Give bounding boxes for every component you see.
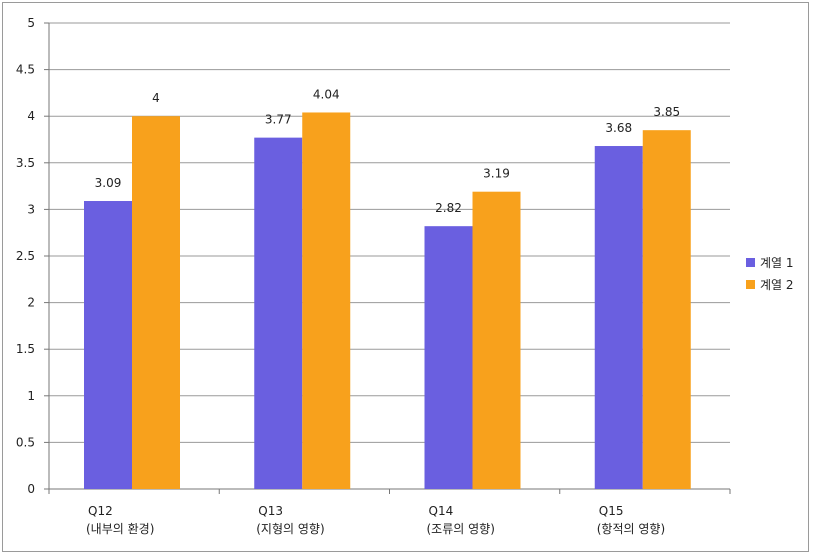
y-tick-label: 4 [27, 109, 35, 123]
bar-1-q13 [254, 137, 303, 490]
category-sublabel: (항적의 영향) [597, 522, 665, 536]
y-tick-label: 2 [27, 296, 35, 310]
data-label: 3.68 [605, 121, 632, 135]
data-label: 3.19 [483, 167, 510, 181]
bar-1-q14 [424, 226, 473, 489]
legend-swatch [746, 280, 755, 289]
y-tick-label: 3.5 [16, 156, 35, 170]
y-tick-label: 2.5 [16, 249, 35, 263]
y-tick-label: 0.5 [16, 435, 35, 449]
y-tick-label: 5 [27, 16, 35, 30]
legend: 계열 1 계열 2 [746, 256, 794, 292]
y-tick-label: 1.5 [16, 342, 35, 356]
category-label: Q12 [88, 504, 113, 518]
y-tick-label: 0 [27, 482, 35, 496]
y-tick-label: 3 [27, 202, 35, 216]
data-label: 4 [152, 91, 160, 105]
bar-1-q12 [84, 201, 132, 489]
data-label: 3.09 [95, 176, 122, 190]
bar-2-q13 [302, 112, 351, 490]
category-label: Q14 [429, 504, 454, 518]
data-labels: 3.09 4 3.77 4.04 2.82 3.19 3.68 3.85 [95, 87, 680, 215]
category-label: Q13 [258, 504, 283, 518]
bar-2-q14 [472, 191, 521, 489]
y-tick-label: 1 [27, 389, 35, 403]
legend-label: 계열 1 [760, 256, 794, 270]
y-tick-label: 4.5 [16, 63, 35, 77]
category-sublabel: (지형의 영향) [256, 522, 324, 536]
category-sublabel: (내부의 환경) [86, 522, 154, 536]
data-label: 3.77 [265, 113, 292, 127]
legend-swatch [746, 258, 755, 267]
bar-2-q15 [642, 130, 691, 489]
category-sublabel: (조류의 영향) [427, 522, 495, 536]
bar-2-q12 [132, 116, 180, 489]
legend-label: 계열 2 [760, 278, 794, 292]
data-label: 2.82 [435, 201, 462, 215]
category-label: Q15 [599, 504, 624, 518]
bars [84, 112, 691, 490]
data-label: 4.04 [313, 87, 340, 101]
bar-1-q15 [594, 146, 643, 490]
category-labels: Q12 (내부의 환경) Q13 (지형의 영향) Q14 (조류의 영향) Q15 (항적의… [86, 504, 665, 536]
data-label: 3.85 [653, 105, 680, 119]
